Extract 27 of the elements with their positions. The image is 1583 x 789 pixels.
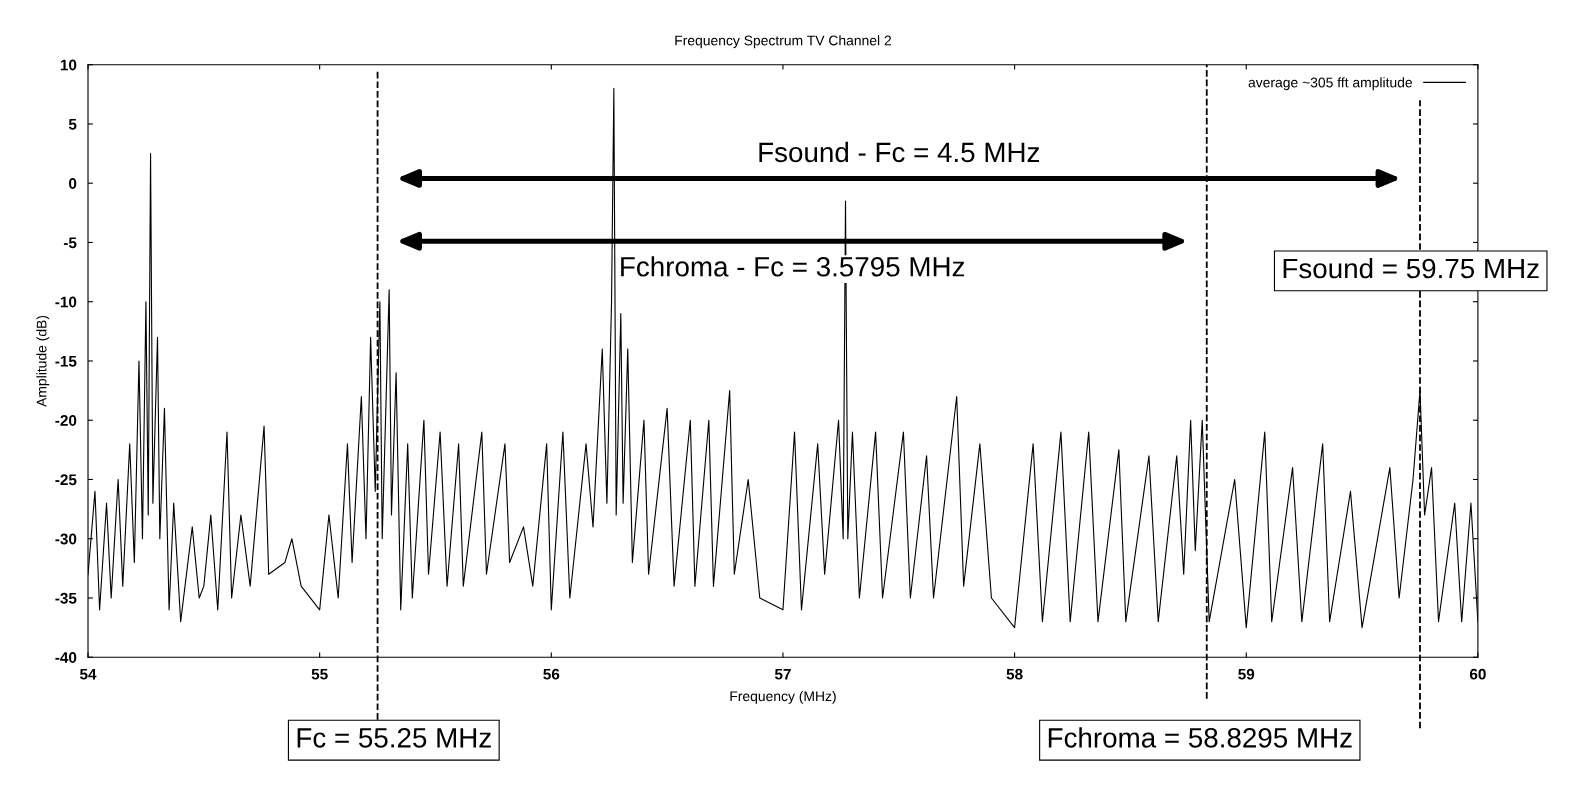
y-tick-label: 0 bbox=[69, 178, 77, 189]
y-tick-label: -5 bbox=[63, 237, 77, 249]
annotation: Fsound - Fc = 4.5 MHz bbox=[759, 141, 1040, 163]
x-axis-title: Frequency (MHz) bbox=[730, 690, 836, 704]
y-tick-label: -20 bbox=[55, 415, 77, 426]
y-tick-label: -35 bbox=[55, 592, 77, 604]
chart-title: Frequency Spectrum TV Channel 2 bbox=[675, 35, 891, 49]
legend-label: average ~305 fft amplitude bbox=[1248, 77, 1413, 91]
y-axis-title: Amplitude (dB) bbox=[36, 315, 50, 407]
y-tick-label: -15 bbox=[55, 355, 77, 367]
y-tick-label: -40 bbox=[55, 652, 77, 663]
y-tick-label: 10 bbox=[60, 59, 77, 71]
y-tick-label: 5 bbox=[68, 118, 77, 130]
ref-line-label: Fchroma = 58.8295 MHz bbox=[1048, 727, 1352, 748]
x-tick-label: 59 bbox=[1238, 668, 1255, 680]
x-tick-label: 60 bbox=[1469, 668, 1486, 680]
ref-line-label: Fc = 55.25 MHz bbox=[297, 727, 491, 748]
y-tick-label: -25 bbox=[55, 474, 77, 486]
y-tick-label: -30 bbox=[55, 533, 77, 545]
annotation: Fchroma - Fc = 3.5795 MHz bbox=[621, 256, 965, 277]
x-tick-label: 55 bbox=[311, 668, 328, 680]
x-tick-label: 54 bbox=[79, 668, 97, 680]
x-tick-label: 57 bbox=[774, 668, 791, 680]
x-tick-label: 56 bbox=[543, 668, 560, 680]
x-tick-label: 58 bbox=[1006, 668, 1023, 680]
ref-line-label: Fsound = 59.75 MHz bbox=[1283, 257, 1539, 279]
y-tick-label: -10 bbox=[55, 296, 77, 308]
